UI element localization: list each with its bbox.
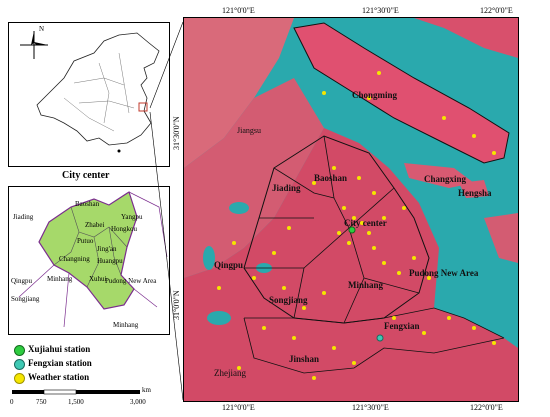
map-label: Jiangsu bbox=[237, 126, 261, 135]
map-label: Baoshan bbox=[314, 173, 348, 183]
map-label: Songjiang bbox=[269, 295, 308, 305]
bottom-lon-label: 121°30'0"E bbox=[352, 403, 389, 412]
map-label: Chongming bbox=[352, 90, 398, 100]
map-label: City center bbox=[344, 218, 387, 228]
district-label: Minhang bbox=[113, 321, 139, 329]
china-outline-map bbox=[20, 31, 160, 153]
legend-swatch-weather bbox=[14, 373, 25, 384]
district-label: Pudong New Area bbox=[105, 277, 157, 285]
scale-tick: 1,500 bbox=[68, 398, 84, 406]
legend-label: Fengxian station bbox=[28, 358, 92, 368]
map-label: Jiading bbox=[272, 183, 301, 193]
district-label: Baoshan bbox=[75, 200, 100, 208]
district-label: Hongkou bbox=[111, 225, 138, 233]
top-lon-label: 121°0'0"E bbox=[222, 6, 255, 15]
bottom-lon-label: 121°0'0"E bbox=[222, 403, 255, 412]
main-satellite-map: Chongming Jiangsu Baoshan Jiading Changx… bbox=[183, 17, 519, 402]
scale-bar bbox=[12, 389, 140, 395]
china-inset: N bbox=[8, 22, 170, 167]
top-lon-label: 121°30'0"E bbox=[362, 6, 399, 15]
scale-tick: 3,000 bbox=[130, 398, 146, 406]
north-arrow-icon bbox=[20, 31, 48, 59]
district-label: Changning bbox=[59, 255, 90, 263]
map-label: Zhejiang bbox=[214, 368, 246, 378]
district-label: Jiading bbox=[13, 213, 34, 221]
map-label: Changxing bbox=[424, 174, 467, 184]
district-label: Xuhui bbox=[89, 275, 107, 283]
bottom-lon-label: 122°0'0"E bbox=[470, 403, 503, 412]
district-label: Qingpu bbox=[11, 277, 32, 285]
top-lon-label: 122°0'0"E bbox=[480, 6, 513, 15]
legend-label: Xujiahui station bbox=[28, 344, 91, 354]
district-label: Jing'an bbox=[97, 245, 117, 253]
map-label: Fengxian bbox=[384, 321, 420, 331]
map-label: Minhang bbox=[348, 280, 384, 290]
district-label: Songjiang bbox=[11, 295, 40, 303]
scale-tick: 0 bbox=[10, 398, 14, 406]
north-label: N bbox=[39, 25, 45, 33]
satellite-image bbox=[184, 18, 518, 401]
district-label: Putuo bbox=[77, 237, 94, 245]
weather-station-points bbox=[217, 71, 496, 380]
district-label: Zhabei bbox=[85, 221, 105, 229]
scale-tick: 750 bbox=[36, 398, 47, 406]
legend-swatch-fengxian bbox=[14, 359, 25, 370]
map-label: Hengsha bbox=[458, 188, 492, 198]
map-label: Pudong New Area bbox=[409, 268, 479, 278]
district-label: Huangpu bbox=[97, 257, 123, 265]
map-label: Qingpu bbox=[214, 260, 244, 270]
map-label: Jinshan bbox=[289, 354, 320, 364]
city-center-district-map bbox=[18, 191, 168, 328]
scale-unit: km bbox=[142, 386, 151, 394]
legend-label: Weather station bbox=[28, 372, 90, 382]
city-center-title: City center bbox=[62, 170, 110, 181]
legend-swatch-xujiahui bbox=[14, 345, 25, 356]
district-label: Minhang bbox=[47, 275, 73, 283]
city-center-inset: Baoshan Yangpu Zhabei Hongkou Jiading Pu… bbox=[8, 186, 170, 335]
district-label: Yangpu bbox=[121, 213, 143, 221]
